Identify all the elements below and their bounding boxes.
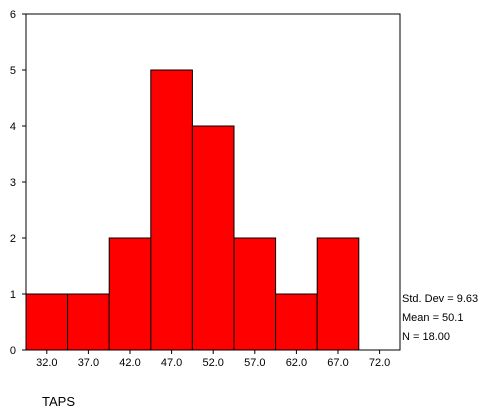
y-tick-label: 1 — [10, 289, 16, 301]
y-axis: 0 1 2 3 4 5 6 — [10, 9, 26, 357]
x-tick-label: 42.0 — [119, 357, 140, 369]
histogram-bar — [191, 125, 235, 351]
y-tick-label: 6 — [10, 9, 16, 21]
histogram-bar — [108, 237, 152, 351]
x-tick-label: 32.0 — [36, 357, 57, 369]
bars-group — [25, 69, 360, 351]
x-tick-label: 52.0 — [202, 357, 223, 369]
std-dev-label: Std. Dev = 9.63 — [402, 293, 479, 305]
histogram-bar — [275, 293, 318, 351]
y-tick-label: 5 — [10, 65, 16, 77]
x-axis-title: TAPS — [42, 394, 75, 409]
n-label: N = 18.00 — [402, 331, 451, 343]
histogram-bar — [67, 293, 110, 351]
histogram-bar — [233, 237, 277, 351]
x-tick-label: 67.0 — [327, 357, 348, 369]
x-tick-label: 47.0 — [161, 357, 182, 369]
histogram-bar — [25, 293, 69, 351]
y-tick-label: 3 — [10, 177, 16, 189]
x-tick-label: 62.0 — [286, 357, 307, 369]
y-tick-label: 4 — [10, 121, 16, 133]
histogram-bar — [150, 69, 193, 351]
mean-label: Mean = 50.1 — [402, 312, 464, 324]
y-tick-label: 2 — [10, 233, 16, 245]
y-tick-label: 0 — [10, 345, 16, 357]
summary-statistics: Std. Dev = 9.63 Mean = 50.1 N = 18.00 — [402, 290, 478, 347]
x-tick-label: 57.0 — [244, 357, 265, 369]
x-tick-label: 37.0 — [78, 357, 99, 369]
histogram-bar — [316, 237, 360, 351]
x-tick-label: 72.0 — [369, 357, 390, 369]
x-axis: 32.0 37.0 42.0 47.0 52.0 57.0 62.0 67.0 72.0 — [36, 350, 390, 369]
